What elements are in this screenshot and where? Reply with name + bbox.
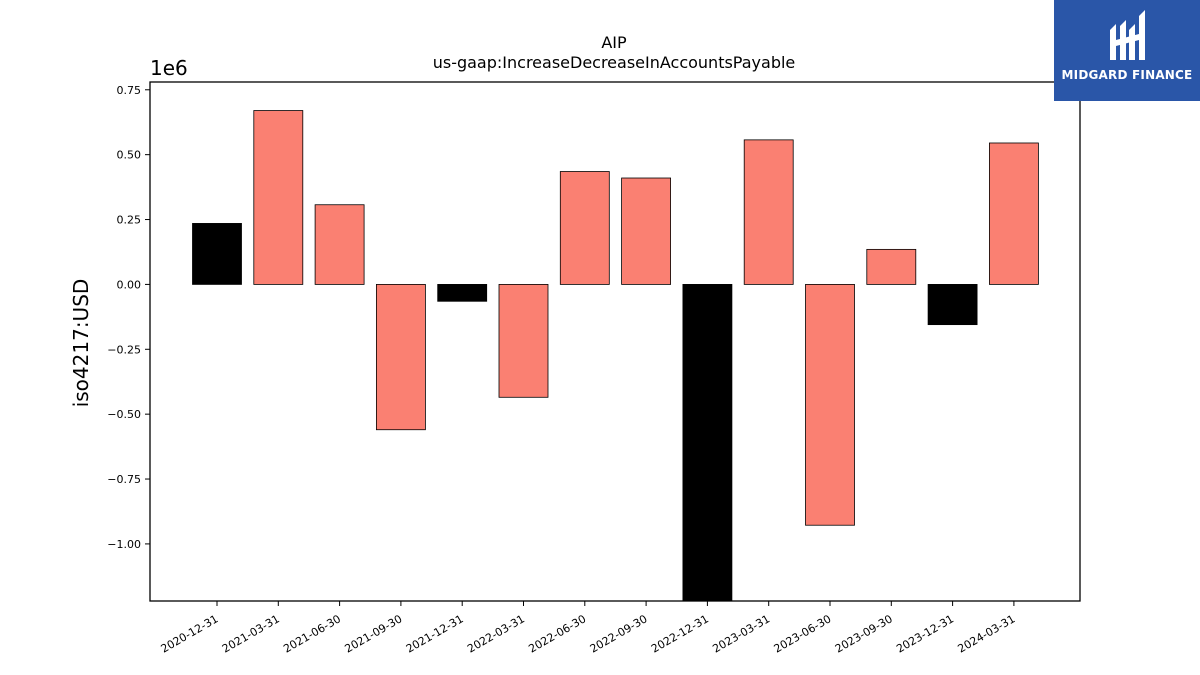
y-tick-label: 0.50 — [117, 149, 142, 162]
y-tick-label: −1.00 — [107, 538, 141, 551]
x-tick-label: 2021-12-31 — [404, 612, 466, 655]
y-tick-label: 0.25 — [117, 214, 142, 227]
bar-2021-03-31 — [253, 110, 304, 285]
bar-2020-12-31 — [192, 223, 242, 285]
y-tick-label: 0.75 — [117, 84, 142, 97]
x-tick-label: 2023-12-31 — [894, 612, 956, 655]
x-tick-label: 2022-03-31 — [465, 612, 527, 655]
logo-text: MIDGARD FINANCE — [1061, 68, 1193, 82]
plot-frame — [149, 81, 1081, 602]
chart-subtitle: us-gaap:IncreaseDecreaseInAccountsPayabl… — [433, 53, 796, 72]
x-tick-label: 2021-06-30 — [281, 612, 343, 655]
bar-2024-03-31 — [989, 142, 1039, 285]
bar-2021-12-31 — [437, 284, 488, 302]
y-ticks-group: 0.75 0.50 0.25 0.00 −0.25 −0.50 −0.75 −1.00 — [107, 84, 150, 551]
midgard-finance-logo: MIDGARD FINANCE — [1054, 0, 1200, 101]
bar-2022-12-31 — [682, 284, 733, 602]
x-tick-label: 2022-12-31 — [649, 612, 711, 655]
x-tick-label: 2023-09-30 — [833, 612, 895, 655]
x-tick-label: 2021-03-31 — [220, 612, 282, 655]
bar-2021-06-30 — [314, 204, 365, 285]
x-tick-label: 2024-03-31 — [956, 612, 1018, 655]
bar-2023-03-31 — [743, 139, 794, 285]
x-tick-label: 2022-06-30 — [526, 612, 588, 655]
midgard-logo-icon — [1110, 10, 1145, 60]
bar-2022-06-30 — [559, 171, 610, 285]
chart-title: AIP — [601, 33, 627, 52]
x-tick-label: 2023-03-31 — [710, 612, 772, 655]
bar-2023-09-30 — [866, 248, 917, 285]
x-tick-label: 2020-12-31 — [159, 612, 221, 655]
x-tick-label: 2021-09-30 — [343, 612, 405, 655]
y-tick-label: 0.00 — [117, 278, 142, 291]
x-tick-label: 2023-06-30 — [772, 612, 834, 655]
y-tick-label: −0.75 — [107, 473, 141, 486]
y-tick-label: −0.25 — [107, 343, 141, 356]
bar-2023-06-30 — [805, 284, 855, 526]
y-tick-label: −0.50 — [107, 408, 141, 421]
x-tick-label: 2022-09-30 — [588, 612, 650, 655]
bar-2022-03-31 — [498, 284, 549, 398]
bar-2021-09-30 — [375, 284, 426, 431]
x-ticks-group: 2020-12-31 2021-03-31 2021-06-30 2021-09-30… — [159, 601, 1018, 656]
bar-2023-12-31 — [927, 284, 978, 326]
bars-group — [192, 110, 1039, 602]
y-axis-label: iso4217:USD — [69, 279, 93, 408]
y-offset-label: 1e6 — [150, 56, 188, 80]
bar-2022-09-30 — [621, 177, 671, 285]
